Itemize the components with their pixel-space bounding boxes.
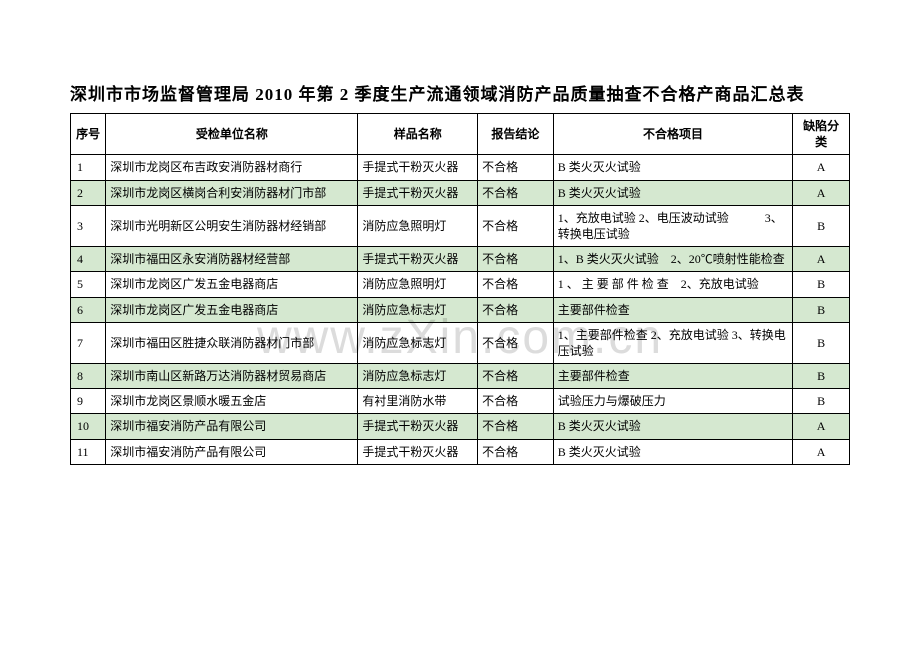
col-name: 受检单位名称 — [106, 114, 358, 155]
cell-name: 深圳市光明新区公明安生消防器材经销部 — [106, 205, 358, 246]
cell-defect: A — [793, 414, 850, 439]
col-defect: 缺陷分类 — [793, 114, 850, 155]
table-row: 9深圳市龙岗区景顺水暖五金店有衬里消防水带不合格试验压力与爆破压力B — [71, 389, 850, 414]
inspection-table: 序号 受检单位名称 样品名称 报告结论 不合格项目 缺陷分类 1深圳市龙岗区布吉… — [70, 113, 850, 465]
table-row: 3深圳市光明新区公明安生消防器材经销部消防应急照明灯不合格1、充放电试验 2、电… — [71, 205, 850, 246]
cell-conclusion: 不合格 — [478, 205, 554, 246]
cell-fail: 1、主要部件检查 2、充放电试验 3、转换电压试验 — [553, 322, 792, 363]
cell-sample: 手提式干粉灭火器 — [358, 247, 478, 272]
table-row: 6深圳市龙岗区广发五金电器商店消防应急标志灯不合格主要部件检查B — [71, 297, 850, 322]
table-row: 11深圳市福安消防产品有限公司手提式干粉灭火器不合格B 类火灭火试验A — [71, 439, 850, 464]
cell-sample: 手提式干粉灭火器 — [358, 155, 478, 180]
cell-sample: 有衬里消防水带 — [358, 389, 478, 414]
cell-fail: B 类火灭火试验 — [553, 439, 792, 464]
cell-sample: 消防应急标志灯 — [358, 297, 478, 322]
cell-defect: B — [793, 297, 850, 322]
cell-conclusion: 不合格 — [478, 155, 554, 180]
cell-seq: 10 — [71, 414, 106, 439]
table-row: 4深圳市福田区永安消防器材经营部手提式干粉灭火器不合格1、B 类火灭火试验 2、… — [71, 247, 850, 272]
cell-conclusion: 不合格 — [478, 272, 554, 297]
col-sample: 样品名称 — [358, 114, 478, 155]
cell-sample: 消防应急标志灯 — [358, 364, 478, 389]
cell-defect: B — [793, 272, 850, 297]
cell-fail: 主要部件检查 — [553, 364, 792, 389]
cell-seq: 2 — [71, 180, 106, 205]
table-row: 1深圳市龙岗区布吉政安消防器材商行手提式干粉灭火器不合格B 类火灭火试验A — [71, 155, 850, 180]
cell-name: 深圳市南山区新路万达消防器材贸易商店 — [106, 364, 358, 389]
cell-fail: 主要部件检查 — [553, 297, 792, 322]
cell-fail: 试验压力与爆破压力 — [553, 389, 792, 414]
cell-sample: 消防应急标志灯 — [358, 322, 478, 363]
cell-defect: B — [793, 389, 850, 414]
cell-fail: B 类火灭火试验 — [553, 155, 792, 180]
cell-defect: B — [793, 364, 850, 389]
cell-seq: 4 — [71, 247, 106, 272]
cell-defect: A — [793, 180, 850, 205]
cell-defect: A — [793, 439, 850, 464]
cell-name: 深圳市福安消防产品有限公司 — [106, 439, 358, 464]
cell-sample: 手提式干粉灭火器 — [358, 439, 478, 464]
page-title: 深圳市市场监督管理局 2010 年第 2 季度生产流通领域消防产品质量抽查不合格… — [70, 80, 850, 105]
table-row: 10深圳市福安消防产品有限公司手提式干粉灭火器不合格B 类火灭火试验A — [71, 414, 850, 439]
document-page: 深圳市市场监督管理局 2010 年第 2 季度生产流通领域消防产品质量抽查不合格… — [0, 0, 920, 465]
cell-defect: B — [793, 205, 850, 246]
cell-sample: 手提式干粉灭火器 — [358, 414, 478, 439]
cell-name: 深圳市龙岗区广发五金电器商店 — [106, 297, 358, 322]
table-row: 5深圳市龙岗区广发五金电器商店消防应急照明灯不合格1 、 主 要 部 件 检 查… — [71, 272, 850, 297]
cell-conclusion: 不合格 — [478, 247, 554, 272]
cell-conclusion: 不合格 — [478, 414, 554, 439]
cell-name: 深圳市福田区永安消防器材经营部 — [106, 247, 358, 272]
cell-seq: 7 — [71, 322, 106, 363]
cell-fail: 1 、 主 要 部 件 检 查 2、充放电试验 — [553, 272, 792, 297]
cell-sample: 手提式干粉灭火器 — [358, 180, 478, 205]
cell-fail: B 类火灭火试验 — [553, 180, 792, 205]
cell-sample: 消防应急照明灯 — [358, 272, 478, 297]
cell-conclusion: 不合格 — [478, 439, 554, 464]
cell-defect: A — [793, 247, 850, 272]
cell-fail: 1、充放电试验 2、电压波动试验 3、转换电压试验 — [553, 205, 792, 246]
table-row: 2深圳市龙岗区横岗合利安消防器材门市部手提式干粉灭火器不合格B 类火灭火试验A — [71, 180, 850, 205]
cell-seq: 1 — [71, 155, 106, 180]
cell-name: 深圳市福田区胜捷众联消防器材门市部 — [106, 322, 358, 363]
cell-name: 深圳市龙岗区景顺水暖五金店 — [106, 389, 358, 414]
cell-conclusion: 不合格 — [478, 322, 554, 363]
cell-fail: 1、B 类火灭火试验 2、20℃喷射性能检查 — [553, 247, 792, 272]
cell-name: 深圳市龙岗区布吉政安消防器材商行 — [106, 155, 358, 180]
cell-conclusion: 不合格 — [478, 364, 554, 389]
cell-name: 深圳市福安消防产品有限公司 — [106, 414, 358, 439]
cell-defect: A — [793, 155, 850, 180]
cell-seq: 5 — [71, 272, 106, 297]
cell-seq: 11 — [71, 439, 106, 464]
cell-fail: B 类火灭火试验 — [553, 414, 792, 439]
cell-name: 深圳市龙岗区横岗合利安消防器材门市部 — [106, 180, 358, 205]
cell-defect: B — [793, 322, 850, 363]
cell-conclusion: 不合格 — [478, 297, 554, 322]
col-conc: 报告结论 — [478, 114, 554, 155]
table-header-row: 序号 受检单位名称 样品名称 报告结论 不合格项目 缺陷分类 — [71, 114, 850, 155]
cell-conclusion: 不合格 — [478, 389, 554, 414]
cell-sample: 消防应急照明灯 — [358, 205, 478, 246]
col-fail: 不合格项目 — [553, 114, 792, 155]
col-seq: 序号 — [71, 114, 106, 155]
cell-seq: 8 — [71, 364, 106, 389]
cell-conclusion: 不合格 — [478, 180, 554, 205]
table-row: 8深圳市南山区新路万达消防器材贸易商店消防应急标志灯不合格主要部件检查B — [71, 364, 850, 389]
cell-seq: 6 — [71, 297, 106, 322]
cell-seq: 3 — [71, 205, 106, 246]
cell-seq: 9 — [71, 389, 106, 414]
cell-name: 深圳市龙岗区广发五金电器商店 — [106, 272, 358, 297]
table-row: 7深圳市福田区胜捷众联消防器材门市部消防应急标志灯不合格1、主要部件检查 2、充… — [71, 322, 850, 363]
